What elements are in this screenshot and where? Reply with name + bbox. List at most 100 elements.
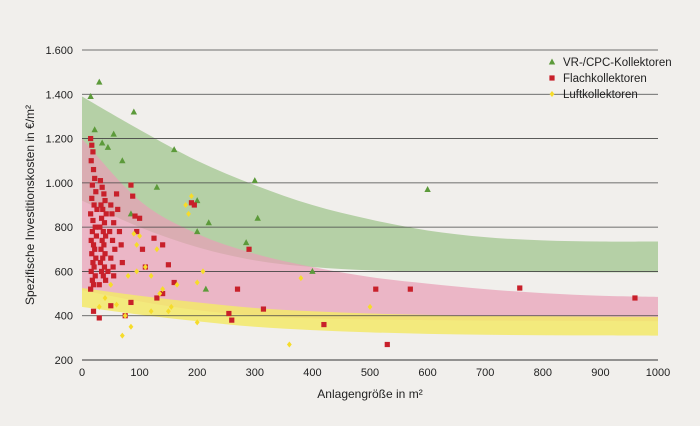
- point-flach: [89, 228, 95, 235]
- point-flach: [98, 268, 105, 275]
- point-luft: [142, 264, 148, 270]
- point-flach: [102, 251, 108, 257]
- point-flach: [109, 237, 116, 244]
- point-flach: [100, 255, 106, 261]
- point-vr_cpc: [119, 157, 126, 164]
- point-flach: [92, 246, 98, 252]
- y-axis-title: Spezifische Investitionskosten in €/m²: [23, 105, 37, 305]
- point-flach: [103, 277, 109, 283]
- point-flach: [88, 237, 94, 244]
- x-tick-label: 200: [188, 367, 206, 379]
- point-flach: [160, 242, 166, 248]
- point-flach: [160, 290, 166, 297]
- point-luft: [148, 272, 154, 279]
- point-luft: [108, 281, 114, 288]
- y-axis-ticks: 200 400 600 800 1.000 1.200 1.400 1.600: [45, 45, 73, 367]
- point-flach: [113, 191, 120, 197]
- point-vr_cpc: [251, 177, 258, 184]
- point-flach: [229, 317, 235, 323]
- point-flach: [384, 341, 390, 348]
- point-flach: [88, 158, 94, 164]
- point-flach: [88, 286, 94, 292]
- point-flach: [98, 246, 104, 252]
- point-luft: [137, 233, 142, 239]
- point-flach: [112, 246, 118, 252]
- point-luft: [367, 303, 373, 310]
- point-flach: [101, 242, 107, 248]
- point-flach: [107, 228, 113, 235]
- point-flach: [90, 149, 96, 155]
- point-flach: [101, 220, 108, 226]
- x-tick-label: 900: [591, 367, 609, 379]
- point-flach: [93, 255, 99, 261]
- point-luft: [134, 241, 140, 248]
- point-flach: [632, 295, 638, 301]
- point-flach: [93, 233, 99, 239]
- point-flach: [89, 251, 95, 257]
- point-flach: [103, 233, 109, 239]
- point-flach: [407, 286, 413, 292]
- x-axis-ticks: 0 100 200 300 400 500 600 700 800 900 1000: [79, 367, 670, 379]
- point-vr_cpc: [104, 143, 112, 150]
- point-vr_cpc: [96, 78, 103, 85]
- x-tick-label: 300: [246, 367, 264, 379]
- point-flach: [111, 273, 117, 279]
- point-flach: [99, 237, 105, 244]
- point-vr_cpc: [424, 186, 431, 192]
- legend-label-vr_cpc: VR-/CPC-Kollektoren: [563, 57, 672, 69]
- point-flach: [89, 195, 95, 201]
- y-tick-label: 1.400: [45, 89, 73, 101]
- point-flach: [373, 286, 379, 292]
- point-vr_cpc: [91, 126, 98, 133]
- point-flach: [90, 259, 96, 266]
- point-vr_cpc: [194, 228, 201, 235]
- point-luft: [102, 295, 108, 301]
- y-tick-label: 600: [55, 266, 73, 278]
- point-vr_cpc: [194, 197, 201, 204]
- point-luft: [128, 323, 134, 330]
- y-tick-label: 400: [55, 311, 73, 323]
- point-flach: [132, 213, 138, 219]
- point-luft: [186, 210, 191, 217]
- point-flach: [191, 202, 197, 208]
- point-flach: [137, 215, 143, 221]
- point-flach: [108, 255, 114, 261]
- point-flach: [151, 235, 157, 241]
- point-flach: [139, 246, 146, 252]
- point-luft: [114, 301, 119, 308]
- y-tick-label: 800: [55, 222, 73, 234]
- x-tick-label: 100: [130, 367, 148, 379]
- point-vr_cpc: [170, 146, 178, 153]
- point-flach: [115, 206, 121, 213]
- point-flach: [90, 242, 97, 248]
- point-luft: [125, 272, 131, 279]
- point-flach: [171, 279, 177, 286]
- point-flach: [97, 224, 103, 230]
- point-luft: [134, 268, 140, 275]
- point-flach: [321, 321, 327, 328]
- confidence-bands: [82, 96, 658, 336]
- point-flach: [88, 135, 94, 142]
- point-vr_cpc: [309, 267, 316, 274]
- x-tick-label: 700: [476, 367, 494, 379]
- point-flach: [91, 264, 97, 270]
- point-luft: [131, 230, 137, 237]
- point-luft: [122, 312, 128, 319]
- point-flach: [100, 228, 106, 235]
- point-luft: [183, 202, 189, 208]
- point-flach: [101, 264, 108, 270]
- point-flach: [89, 142, 95, 148]
- x-tick-label: 800: [534, 367, 552, 379]
- point-flach: [89, 277, 95, 283]
- point-flach: [119, 259, 125, 266]
- legend: VR-/CPC-Kollektoren Flachkollektoren Luftk…: [548, 57, 672, 101]
- point-flach: [90, 166, 97, 173]
- point-flach: [92, 273, 98, 279]
- point-luft: [194, 319, 200, 326]
- point-flach: [93, 189, 99, 195]
- point-flach: [103, 211, 109, 217]
- point-flach: [88, 211, 94, 217]
- legend-marker-vr_cpc: [548, 58, 556, 65]
- legend-label-luft: Luftkollektoren: [563, 89, 638, 101]
- point-flach: [154, 295, 160, 301]
